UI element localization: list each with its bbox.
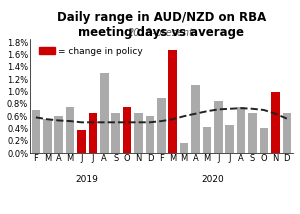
Bar: [43, 119, 52, 153]
Bar: [32, 110, 40, 153]
Bar: [248, 113, 257, 153]
Bar: [157, 98, 166, 153]
Text: 2019-present: 2019-present: [128, 28, 194, 38]
Bar: [260, 128, 268, 153]
Bar: [191, 85, 200, 153]
Bar: [237, 107, 245, 153]
Bar: [203, 127, 211, 153]
Bar: [168, 50, 177, 153]
Bar: [180, 143, 188, 153]
Bar: [88, 113, 97, 153]
Text: 2019: 2019: [76, 175, 99, 184]
Bar: [100, 73, 109, 153]
Bar: [214, 101, 223, 153]
Legend: = change in policy: = change in policy: [37, 45, 145, 58]
Bar: [123, 107, 131, 153]
Title: Daily range in AUD/NZD on RBA
meeting days vs average: Daily range in AUD/NZD on RBA meeting da…: [57, 11, 266, 39]
Bar: [283, 113, 291, 153]
Bar: [226, 125, 234, 153]
Text: 2020: 2020: [201, 175, 224, 184]
Bar: [111, 113, 120, 153]
Bar: [271, 92, 280, 153]
Bar: [134, 113, 143, 153]
Bar: [146, 116, 154, 153]
Bar: [54, 116, 63, 153]
Bar: [66, 107, 74, 153]
Bar: [77, 130, 86, 153]
